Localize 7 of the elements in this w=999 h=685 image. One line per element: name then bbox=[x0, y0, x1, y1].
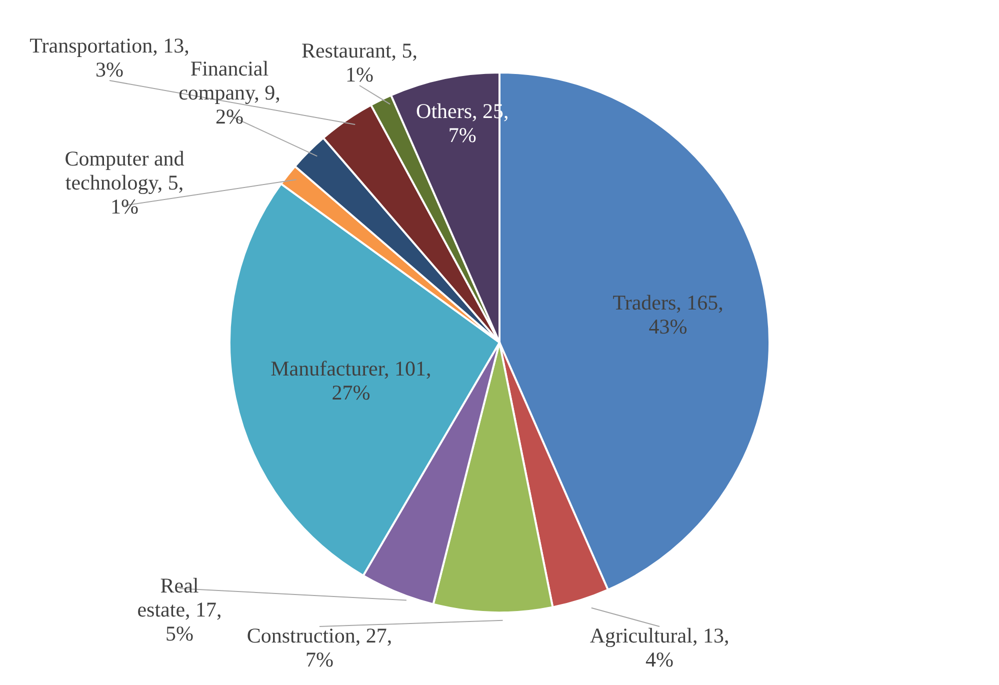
slice-label: Manufacturer, 101, 27% bbox=[270, 356, 432, 405]
slice-label: Restaurant, 5, 1% bbox=[301, 38, 418, 86]
slice-label: Traders, 165, 43% bbox=[612, 290, 724, 338]
slice-label: Computer and technology, 5, 1% bbox=[64, 146, 185, 218]
slice-label: Construction, 27, 7% bbox=[246, 624, 392, 672]
slice-label: Agricultural, 13, 4% bbox=[590, 624, 730, 672]
slice-label: Real estate, 17, 5% bbox=[137, 574, 222, 646]
